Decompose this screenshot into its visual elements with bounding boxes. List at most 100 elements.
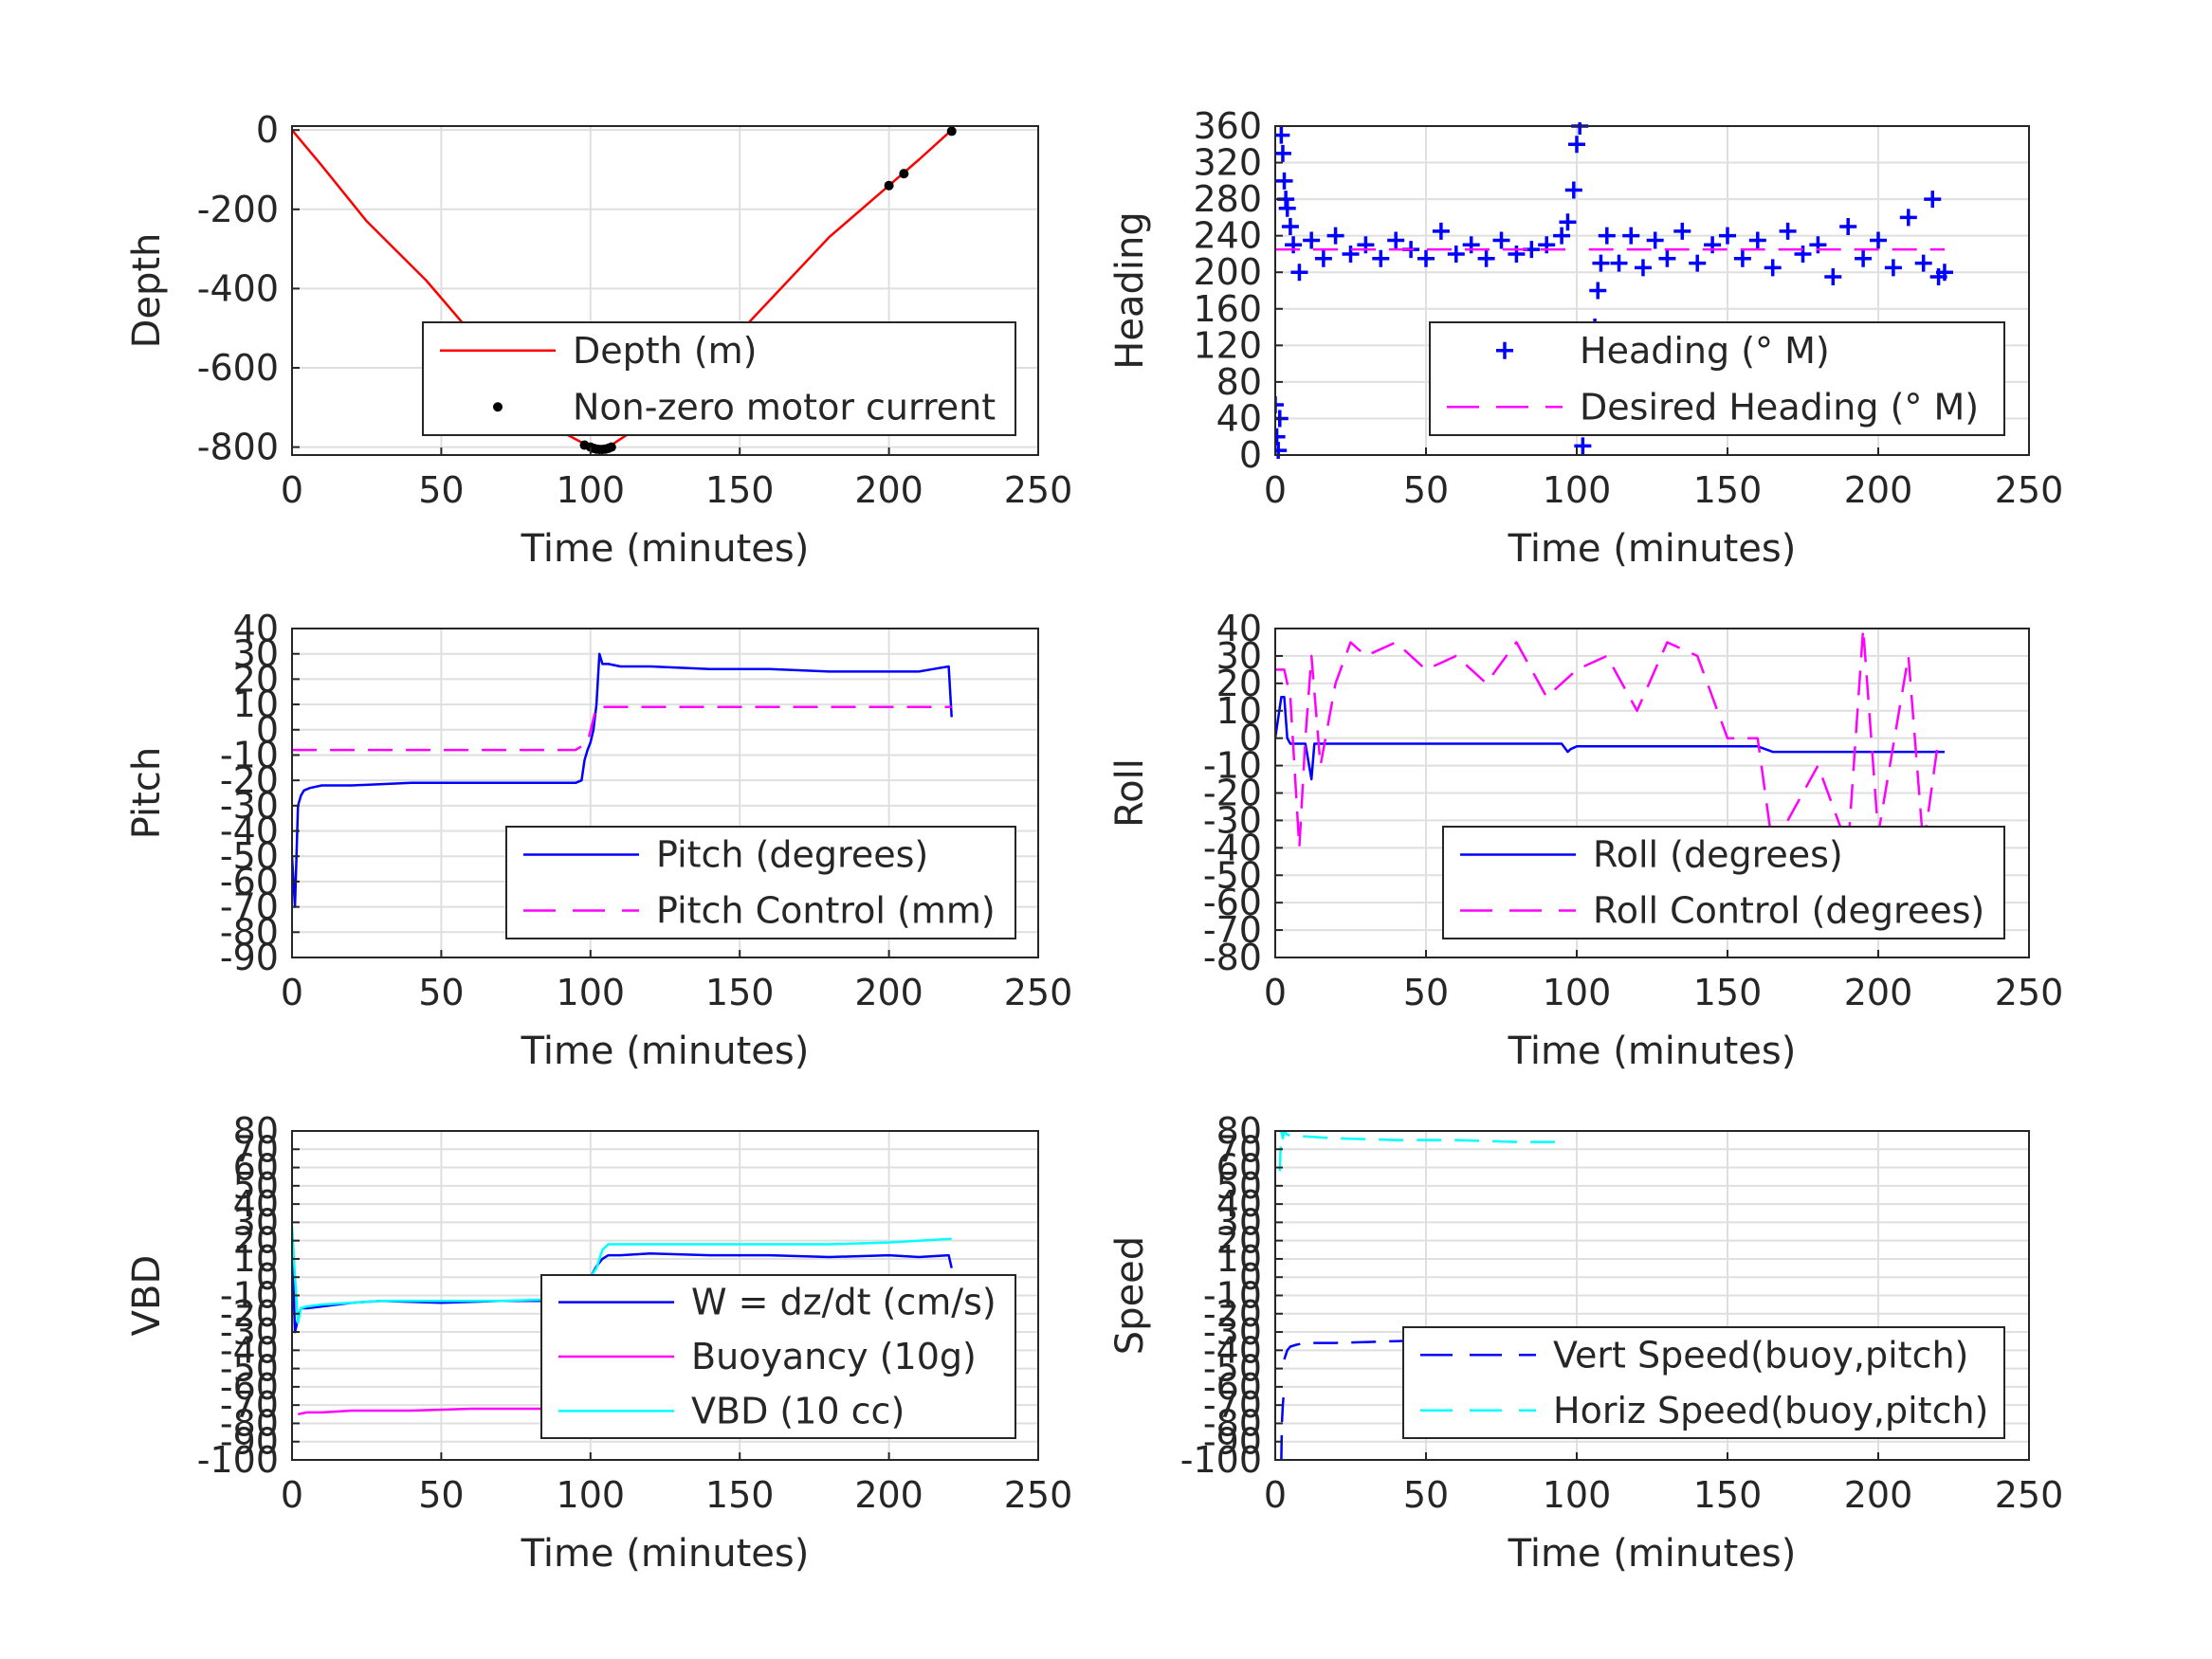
heading-series-0-point [1275,442,1288,459]
speed-ytick-label: -100 [1180,1439,1262,1481]
speed-ytick-label: -60 [1203,1366,1262,1408]
depth-xtick-label: 200 [854,469,923,511]
depth-ytick-label: -400 [197,267,279,309]
heading-series-0-point [1824,268,1842,286]
depth-axes-box [291,125,1039,456]
speed-ytick-label: -10 [1203,1275,1262,1317]
depth-ytick-label: -800 [197,427,279,468]
heading-series-0-point [1935,264,1953,282]
heading-series-0-point [1733,249,1751,267]
vbd-ytick-label: -100 [197,1439,279,1481]
depth-ytick-label: 0 [256,109,279,151]
speed-ytick-label: -30 [1203,1311,1262,1353]
speed-ytick-label: -70 [1203,1384,1262,1426]
vbd-ytick-label: 10 [233,1238,279,1280]
heading-series-0-point [1492,231,1510,249]
pitch-ytick-label: -40 [220,811,279,852]
speed-series-1-line [1278,1129,1568,1172]
pitch-xtick-label: 200 [854,972,923,1013]
pitch-xtick-label: 50 [418,972,464,1013]
depth-legend-entry-1-swatch [493,402,503,412]
vbd-ytick-label: 80 [233,1110,279,1152]
heading-ytick-label: 240 [1193,215,1262,257]
pitch-ytick-label: -60 [220,861,279,902]
depth-xtick-label: 50 [418,469,464,511]
depth-series-1-point [946,126,957,137]
vbd-ytick-label: -90 [220,1421,279,1463]
heading-ylabel: Heading [1108,211,1152,369]
heading-series-0-point [1372,249,1390,267]
speed-ytick-label: 80 [1216,1110,1262,1152]
vbd-ytick-label: 20 [233,1220,279,1262]
heading-ytick-label: 160 [1193,288,1262,330]
vbd-xlabel: Time (minutes) [521,1532,810,1576]
depth-xlabel: Time (minutes) [521,527,810,571]
vbd-legend-entry-1-label: Buoyancy (10g) [691,1336,977,1377]
heading-series-0-point [1589,282,1607,300]
heading-series-0-point [1610,254,1628,272]
roll-legend: Roll (degrees) Roll Control (degrees) [1442,826,2005,939]
heading-series-0-point [1342,245,1360,263]
roll-ytick-label: 0 [1239,718,1262,759]
roll-ytick-label: 40 [1216,608,1262,649]
heading-xtick-label: 100 [1543,469,1612,511]
pitch-ytick-label: 40 [233,608,279,649]
pitch-xtick-label: 0 [281,972,303,1013]
heading-series-0-point [1598,227,1616,245]
heading-series-0-point [1748,231,1766,249]
roll-xtick-label: 150 [1693,972,1763,1013]
roll-series-0-line [1275,696,1945,781]
roll-legend-box [1442,826,2005,939]
heading-series-0-point [1592,254,1610,272]
heading-xtick-label: 150 [1693,469,1763,511]
heading-series-0-point [1764,259,1782,277]
vbd-ytick-label: -30 [220,1311,279,1353]
depth-ylabel: Depth [125,233,169,349]
vbd-ytick-label: 50 [233,1165,279,1207]
heading-series-0-point [1719,227,1736,245]
heading-series-0-point [1646,231,1664,249]
roll-ytick-label: 30 [1216,635,1262,677]
heading-series-0-point [1622,227,1640,245]
heading-series-0-point [1278,199,1296,217]
heading-series-0-point [1326,227,1344,245]
vbd-xtick-label: 200 [854,1474,923,1516]
vbd-ytick-label: 40 [233,1183,279,1225]
heading-ytick-label: 40 [1216,397,1262,439]
heading-series-0-point [1855,249,1873,267]
pitch-data-layer [292,652,953,908]
roll-xtick-label: 0 [1264,972,1287,1013]
pitch-ytick-label: 0 [256,709,279,751]
roll-legend-entry-0-label: Roll (degrees) [1593,834,1843,876]
pitch-ylabel: Pitch [125,747,169,839]
heading-series-0-point [1275,172,1293,190]
vbd-chart: 0 50 100 150 200 25080706050403020100-10-20-3… [125,1110,1072,1576]
roll-xtick-label: 250 [1995,972,2064,1013]
vbd-series-1-line [298,1407,582,1416]
heading-series-0-point [1275,395,1284,413]
depth-xtick-label: 250 [1004,469,1073,511]
pitch-legend-entry-0-label: Pitch (degrees) [656,834,928,876]
pitch-axes-box [291,628,1039,958]
heading-series-0-point [1673,222,1691,240]
roll-xlabel: Time (minutes) [1508,1030,1797,1073]
vbd-xtick-label: 100 [557,1474,626,1516]
speed-ytick-label: 30 [1216,1201,1262,1243]
depth-xtick-label: 100 [557,469,626,511]
heading-chart: 0 50 100 150 200 2500408012016020024028032036… [1108,105,2063,571]
vbd-ytick-label: -20 [220,1293,279,1335]
heading-series-0-point [1553,227,1571,245]
pitch-legend-box [505,826,1016,939]
pitch-ytick-label: -70 [220,886,279,928]
heading-xlabel: Time (minutes) [1508,527,1797,571]
roll-xtick-label: 100 [1543,972,1612,1013]
heading-ytick-label: 320 [1193,142,1262,184]
speed-ytick-label: -40 [1203,1329,1262,1371]
depth-ytick-label: -200 [197,189,279,230]
speed-ytick-label: -80 [1203,1402,1262,1444]
depth-ytick-label: -600 [197,347,279,389]
vbd-legend-entry-2-label: VBD (10 cc) [691,1390,905,1431]
vbd-xtick-label: 50 [418,1474,464,1516]
speed-legend-entry-0-label: Vert Speed(buoy,pitch) [1553,1334,1968,1376]
